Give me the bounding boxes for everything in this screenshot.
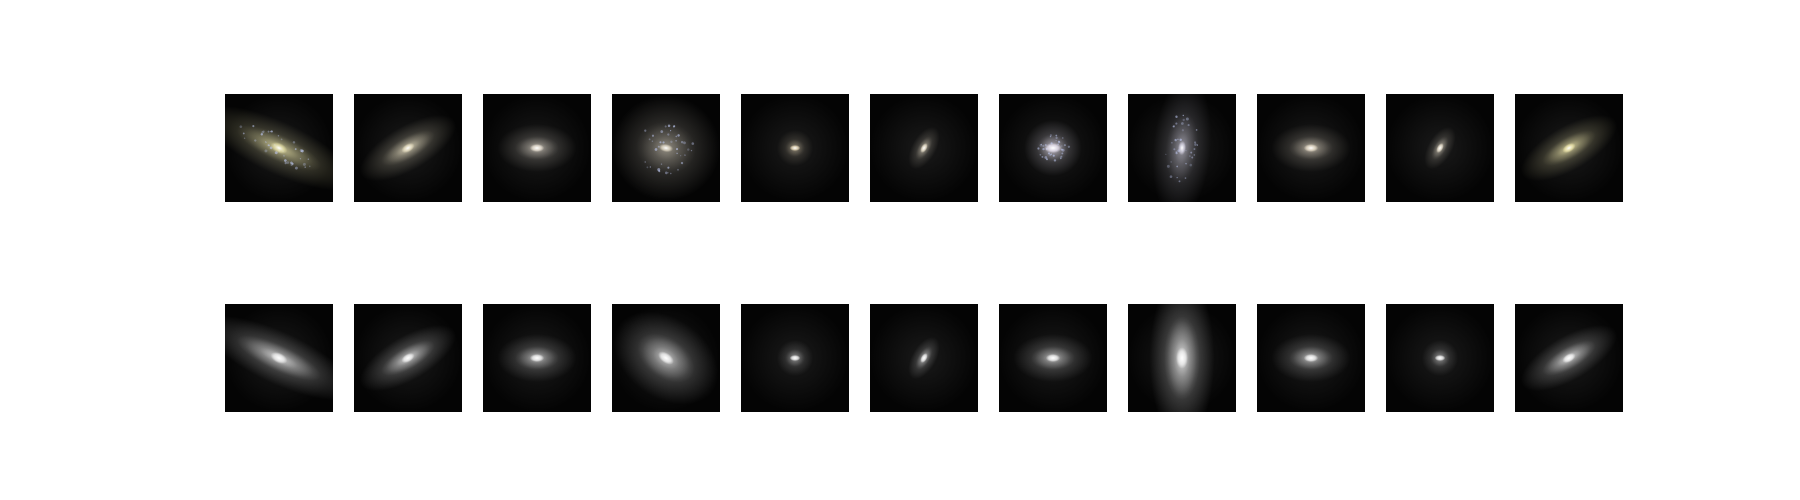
smooth-galaxy-panel-9	[1257, 304, 1365, 412]
galaxy-panel-1	[225, 94, 333, 202]
galaxy-panel-3	[483, 94, 591, 202]
smooth-galaxy-panel-8	[1128, 304, 1236, 412]
smooth-galaxy-panel-3	[483, 304, 591, 412]
galaxy-panel-2	[354, 94, 462, 202]
galaxy-panel-6	[870, 94, 978, 202]
smooth-galaxy-panel-5	[741, 304, 849, 412]
galaxy-panel-10	[1386, 94, 1494, 202]
galaxy-panel-8	[1128, 94, 1236, 202]
galaxy-panel-9	[1257, 94, 1365, 202]
galaxy-panel-7	[999, 94, 1107, 202]
galaxy-panel-11	[1515, 94, 1623, 202]
smooth-galaxy-panel-10	[1386, 304, 1494, 412]
smooth-galaxy-panel-2	[354, 304, 462, 412]
smooth-galaxy-panel-11	[1515, 304, 1623, 412]
galaxy-panel-5	[741, 94, 849, 202]
smooth-galaxy-panel-6	[870, 304, 978, 412]
smooth-galaxy-panel-7	[999, 304, 1107, 412]
smooth-galaxy-panel-1	[225, 304, 333, 412]
smooth-galaxy-panel-4	[612, 304, 720, 412]
galaxy-panel-4	[612, 94, 720, 202]
